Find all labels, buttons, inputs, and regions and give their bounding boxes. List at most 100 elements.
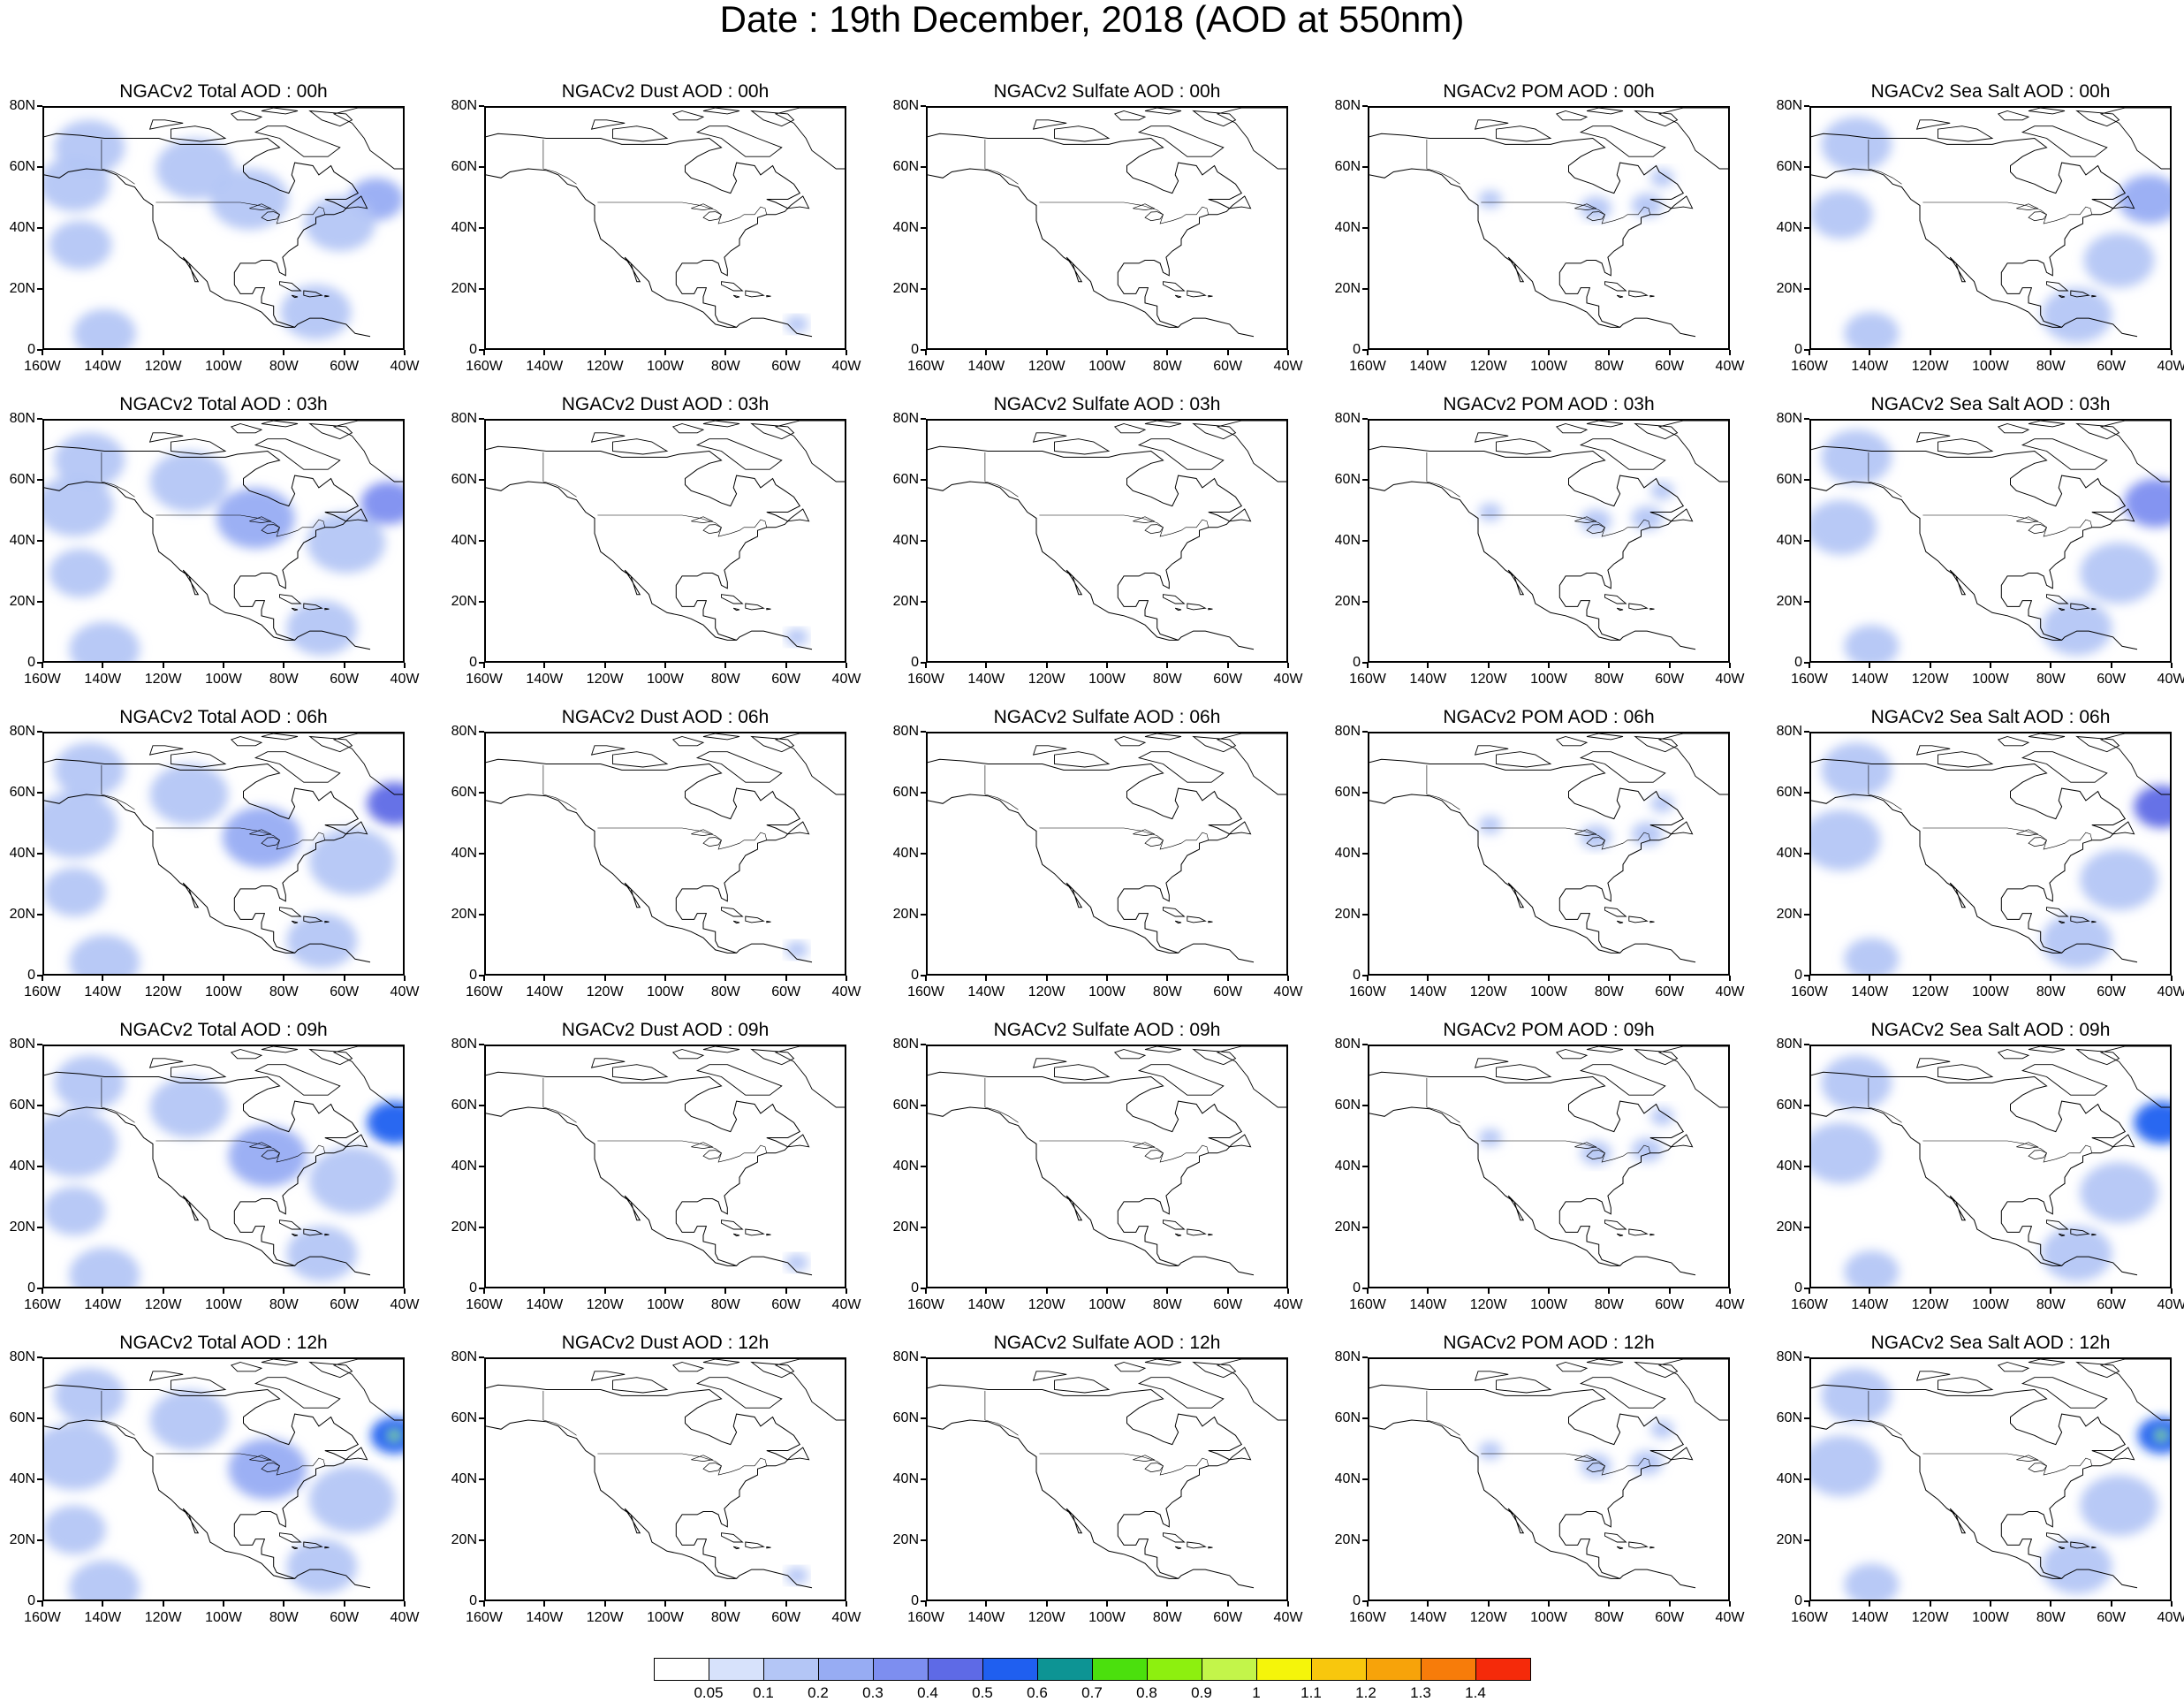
x-tick-label: 140W bbox=[1851, 359, 1889, 374]
aod-cell bbox=[1631, 1137, 1664, 1163]
y-tick-label: 40N bbox=[1776, 1159, 1802, 1174]
y-tick-label: 60N bbox=[9, 1098, 35, 1113]
coastline bbox=[1369, 445, 1696, 650]
island-outline bbox=[1628, 1541, 1649, 1549]
island-outline bbox=[2070, 1541, 2090, 1549]
x-tick-label: 40W bbox=[1715, 359, 1745, 374]
x-tick-label: 160W bbox=[1349, 359, 1386, 374]
national-border bbox=[1868, 794, 1902, 810]
aod-cell bbox=[209, 169, 289, 230]
island-outline bbox=[732, 607, 740, 612]
island-outline bbox=[279, 907, 302, 917]
x-tick-label: 100W bbox=[1088, 984, 1126, 999]
island-outline bbox=[303, 603, 323, 611]
x-tick-label: 60W bbox=[771, 359, 801, 374]
island-outline bbox=[750, 735, 795, 753]
x-tick-mark bbox=[283, 1288, 285, 1294]
national-border bbox=[1039, 1140, 1210, 1163]
y-tick-label: 20N bbox=[451, 1532, 477, 1547]
island-outline bbox=[1586, 1359, 1624, 1366]
y-tick-label: 80N bbox=[892, 98, 919, 113]
national-border bbox=[1481, 1453, 1651, 1476]
lake-outline bbox=[691, 1455, 714, 1462]
aod-cell bbox=[44, 791, 118, 859]
island-outline bbox=[745, 1541, 765, 1549]
lake-outline bbox=[702, 524, 723, 535]
island-outline bbox=[721, 907, 744, 917]
x-tick-mark bbox=[102, 1601, 104, 1607]
lake-outline bbox=[2028, 524, 2048, 535]
coastline bbox=[928, 133, 1255, 338]
coastline bbox=[1811, 445, 2138, 650]
island-outline bbox=[1628, 1228, 1649, 1236]
y-tick-label: 40N bbox=[892, 846, 919, 861]
y-tick-label: 40N bbox=[451, 533, 477, 548]
y-tick-mark bbox=[37, 662, 42, 664]
island-outline bbox=[721, 1220, 744, 1230]
aod-cell bbox=[228, 1125, 307, 1187]
y-tick-mark bbox=[1362, 418, 1368, 420]
y-tick-label: 60N bbox=[892, 1410, 919, 1425]
island-outline bbox=[1604, 281, 1627, 292]
y-tick-label: 0 bbox=[27, 968, 35, 983]
x-tick-label: 160W bbox=[24, 1297, 61, 1312]
x-tick-mark bbox=[343, 1601, 345, 1607]
national-border bbox=[1426, 1106, 1460, 1123]
colorbar-swatch bbox=[1475, 1658, 1531, 1681]
y-tick-mark bbox=[1362, 731, 1368, 733]
x-tick-mark bbox=[1869, 1288, 1871, 1294]
y-tick-label: 40N bbox=[451, 220, 477, 235]
aod-cell bbox=[155, 138, 235, 200]
x-tick-mark bbox=[846, 1601, 847, 1607]
aod-field bbox=[1811, 742, 2170, 974]
coastline bbox=[928, 1071, 1255, 1276]
x-tick-label: 60W bbox=[2097, 1610, 2127, 1625]
island-outline bbox=[1496, 125, 1552, 142]
y-tick-mark bbox=[37, 349, 42, 351]
island-outline bbox=[1187, 603, 1207, 611]
x-tick-mark bbox=[42, 1288, 43, 1294]
x-tick-mark bbox=[1045, 350, 1048, 355]
y-tick-label: 40N bbox=[892, 1159, 919, 1174]
national-border bbox=[1481, 514, 1651, 537]
x-tick-mark bbox=[223, 976, 224, 981]
x-tick-mark bbox=[1608, 663, 1611, 668]
x-tick-label: 40W bbox=[2157, 672, 2184, 687]
y-tick-mark bbox=[479, 792, 484, 794]
island-outline bbox=[774, 108, 845, 170]
aod-cell bbox=[2134, 1101, 2170, 1144]
x-tick-label: 160W bbox=[907, 1297, 944, 1312]
coastline bbox=[1811, 1071, 2138, 1276]
x-tick-label: 60W bbox=[2097, 672, 2127, 687]
x-tick-label: 80W bbox=[2036, 1297, 2066, 1312]
island-outline bbox=[261, 1359, 299, 1366]
national-border bbox=[984, 168, 1019, 185]
y-tick-mark bbox=[1804, 227, 1809, 229]
colorbar-label: 0.1 bbox=[753, 1684, 774, 1701]
y-tick-label: 40N bbox=[1776, 220, 1802, 235]
island-outline bbox=[1054, 438, 1111, 455]
lake-outline bbox=[2016, 1142, 2039, 1149]
aod-cell bbox=[308, 827, 396, 895]
y-tick-mark bbox=[37, 853, 42, 855]
y-tick-label: 80N bbox=[1334, 1037, 1361, 1052]
y-tick-mark bbox=[479, 418, 484, 420]
panel-title: NGACv2 Total AOD : 09h bbox=[119, 1020, 328, 1040]
island-outline bbox=[2075, 1048, 2120, 1066]
x-tick-label: 80W bbox=[2036, 984, 2066, 999]
x-tick-mark bbox=[2050, 1288, 2052, 1294]
x-tick-mark bbox=[1608, 976, 1611, 981]
x-tick-mark bbox=[1226, 663, 1229, 668]
island-outline bbox=[308, 1361, 353, 1379]
x-tick-mark bbox=[223, 1288, 224, 1294]
panel-title: NGACv2 Sulfate AOD : 12h bbox=[993, 1333, 1221, 1353]
y-tick-mark bbox=[37, 792, 42, 794]
y-tick-mark bbox=[1362, 288, 1368, 290]
island-outline bbox=[1137, 125, 1225, 157]
y-tick-mark bbox=[479, 349, 484, 351]
x-tick-mark bbox=[2110, 976, 2112, 981]
x-tick-mark bbox=[1668, 350, 1671, 355]
y-tick-mark bbox=[1362, 1166, 1368, 1167]
y-tick-label: 20N bbox=[892, 907, 919, 922]
panel-title: NGACv2 Sea Salt AOD : 09h bbox=[1870, 1020, 2111, 1040]
